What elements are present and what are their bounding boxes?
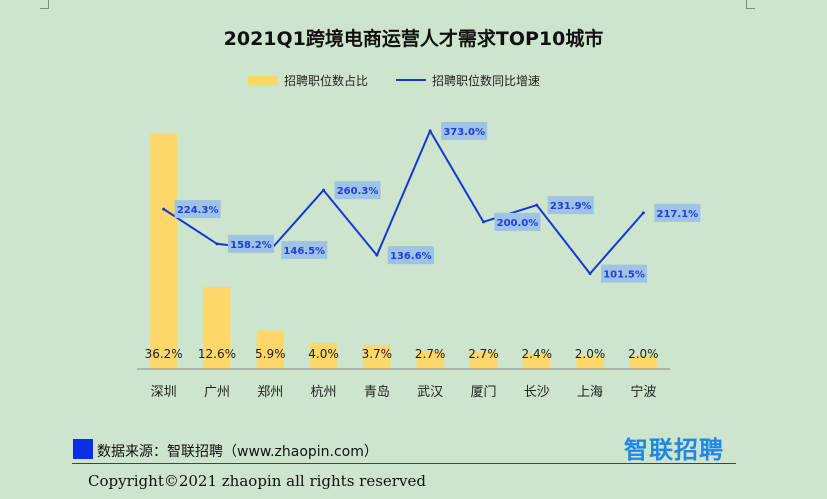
bar-value-label: 4.0% [308, 347, 339, 361]
growth-label-box [494, 212, 541, 231]
growth-value-label: 231.9% [550, 201, 592, 212]
bar-广州 [203, 287, 231, 369]
legend-bar-swatch [248, 75, 278, 85]
growth-label-box [387, 246, 434, 265]
x-tick-label: 厦门 [470, 385, 496, 400]
legend-line-swatch [396, 79, 427, 81]
growth-value-label: 217.1% [657, 209, 699, 220]
bar-value-label: 2.0% [628, 347, 659, 361]
growth-value-label: 224.3% [177, 205, 219, 216]
source-marker [73, 439, 93, 459]
growth-point [162, 207, 166, 211]
bar-杭州 [310, 343, 338, 369]
growth-label-box [281, 240, 328, 259]
growth-value-label: 158.2% [230, 240, 272, 251]
page-corner-mark [746, 0, 755, 9]
bar-长沙 [523, 353, 551, 369]
x-tick-label: 武汉 [417, 385, 443, 400]
x-tick-label: 宁波 [630, 384, 656, 400]
chart-title: 2021Q1跨境电商运营人才需求TOP10城市 [223, 28, 604, 50]
footer-divider [72, 463, 736, 464]
growth-label-box [334, 181, 381, 200]
growth-value-label: 260.3% [337, 186, 379, 197]
growth-point [481, 220, 485, 224]
bar-厦门 [469, 351, 497, 369]
growth-value-label: 200.0% [497, 218, 539, 229]
zhaopin-logo: 智联招聘 [624, 436, 724, 464]
chart-legend: 招聘职位数占比 招聘职位数同比增速 [248, 72, 540, 88]
growth-value-label: 146.5% [283, 246, 325, 257]
bar-value-label: 2.7% [415, 347, 446, 361]
growth-label-box [227, 234, 274, 253]
x-tick-label: 长沙 [524, 385, 550, 400]
bar-value-label: 3.7% [362, 347, 393, 361]
growth-value-label: 136.6% [390, 251, 432, 262]
bar-深圳 [150, 133, 178, 369]
growth-point [535, 203, 539, 207]
growth-point [375, 253, 379, 257]
copyright-text: Copyright©2021 zhaopin all rights reserv… [88, 472, 426, 490]
x-tick-label: 青岛 [364, 384, 390, 400]
growth-point [641, 211, 645, 215]
page-corner-mark [40, 0, 49, 9]
bar-value-label: 12.6% [198, 347, 236, 361]
bar-value-label: 5.9% [255, 347, 286, 361]
bar-武汉 [416, 351, 444, 369]
data-source-text: 数据来源：智联招聘（www.zhaopin.com） [97, 444, 378, 460]
growth-point [588, 272, 592, 276]
x-tick-label: 广州 [204, 385, 230, 400]
bar-郑州 [256, 330, 284, 369]
legend-line-label: 招聘职位数同比增速 [432, 73, 541, 88]
growth-point [215, 242, 219, 246]
bar-value-label: 2.7% [468, 347, 499, 361]
growth-label-box [654, 203, 701, 222]
bar-value-label: 36.2% [145, 347, 183, 361]
bar-宁波 [629, 356, 657, 369]
growth-label-box [174, 200, 221, 219]
bar-青岛 [363, 344, 391, 369]
x-tick-label: 郑州 [257, 385, 283, 400]
growth-value-label: 373.0% [443, 127, 485, 138]
growth-label-box [441, 121, 488, 140]
growth-point [322, 188, 326, 192]
growth-point [428, 129, 432, 133]
growth-value-label: 101.5% [603, 270, 645, 281]
bar-value-label: 2.4% [522, 347, 553, 361]
x-tick-label: 杭州 [311, 385, 337, 400]
x-tick-label: 上海 [577, 385, 603, 400]
bar-value-label: 2.0% [575, 347, 606, 361]
growth-label-box [601, 264, 648, 283]
x-tick-label: 深圳 [151, 385, 177, 400]
legend-bar-label: 招聘职位数占比 [284, 73, 369, 88]
bar-上海 [576, 356, 604, 369]
growth-label-box [547, 196, 594, 215]
